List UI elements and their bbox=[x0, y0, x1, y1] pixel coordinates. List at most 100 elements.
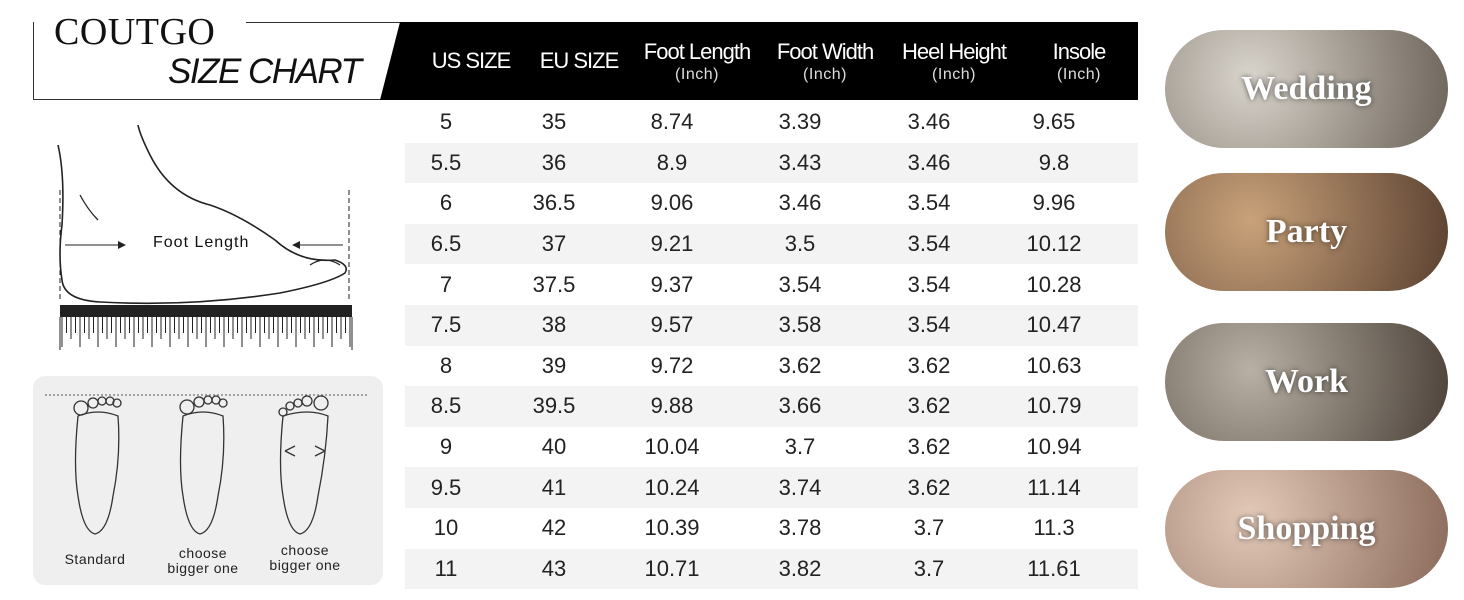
occasion-label: Work bbox=[1264, 363, 1349, 400]
table-cell: 3.7 bbox=[784, 434, 816, 460]
table-cell: 10.24 bbox=[644, 474, 700, 500]
column-header: US SIZE bbox=[431, 22, 512, 100]
column-title: US SIZE bbox=[431, 48, 512, 73]
table-cell: 35 bbox=[541, 109, 567, 135]
table-cell: 3.74 bbox=[778, 474, 822, 500]
table-cell: 3.62 bbox=[778, 352, 822, 378]
table-cell: 3.62 bbox=[907, 352, 951, 378]
size-table-body: 5 35 8.74 3.39 3.46 9.65 5.5 36 8.9 3.43 3.46 9.8 6 3… bbox=[405, 102, 1138, 590]
size-chart-title: SIZE CHART bbox=[168, 52, 362, 91]
occasion-party: Party bbox=[1165, 173, 1448, 291]
table-cell: 9.88 bbox=[650, 393, 694, 419]
column-unit: (Inch) bbox=[932, 65, 976, 83]
table-cell: 3.54 bbox=[907, 231, 951, 257]
table-cell: 9.65 bbox=[1032, 109, 1076, 135]
table-cell: 9.21 bbox=[650, 231, 694, 257]
table-cell: 3.54 bbox=[907, 190, 951, 216]
table-cell: 8 bbox=[439, 352, 453, 378]
table-cell: 3.66 bbox=[778, 393, 822, 419]
table-cell: 7 bbox=[439, 271, 453, 297]
column-header: Heel Height (Inch) bbox=[902, 22, 1007, 100]
column-title: Heel Height bbox=[902, 38, 1007, 64]
table-cell: 11.14 bbox=[1027, 474, 1081, 500]
table-header: US SIZE EU SIZE Foot Length (Inch) Foot Widt… bbox=[380, 22, 1138, 100]
foot-measure-diagram bbox=[57, 124, 353, 350]
table-row: 10 42 10.39 3.78 3.7 11.3 bbox=[405, 508, 1138, 549]
table-row: 6 36.5 9.06 3.46 3.54 9.96 bbox=[405, 183, 1138, 224]
table-cell: 3.58 bbox=[778, 312, 822, 338]
table-cell: 3.46 bbox=[778, 190, 822, 216]
fit-bigger-label-2: choose bigger one bbox=[269, 542, 341, 573]
table-cell: 9.5 bbox=[430, 474, 462, 500]
table-row: 9 40 10.04 3.7 3.62 10.94 bbox=[405, 427, 1138, 468]
table-cell: 10.39 bbox=[644, 515, 700, 541]
table-row: 8.5 39.5 9.88 3.66 3.62 10.79 bbox=[405, 386, 1138, 427]
table-cell: 9.96 bbox=[1032, 190, 1076, 216]
table-row: 7.5 38 9.57 3.58 3.54 10.47 bbox=[405, 304, 1138, 346]
column-header: Foot Width (Inch) bbox=[777, 22, 874, 100]
table-cell: 11 bbox=[434, 555, 458, 581]
table-cell: 10.94 bbox=[1026, 434, 1082, 460]
occasion-shopping: Shopping bbox=[1165, 470, 1448, 588]
brand-logo-box: COUTGO SIZE CHART bbox=[33, 10, 406, 100]
table-cell: 37 bbox=[541, 231, 567, 257]
table-row: 11 43 10.71 3.82 3.7 11.61 bbox=[405, 548, 1138, 590]
table-cell: 9.8 bbox=[1038, 149, 1070, 175]
column-header: Foot Length (Inch) bbox=[644, 22, 751, 100]
table-cell: 3.39 bbox=[778, 109, 822, 135]
table-cell: 41 bbox=[541, 474, 567, 500]
table-cell: 3.7 bbox=[913, 515, 945, 541]
table-cell: 6.5 bbox=[430, 231, 462, 257]
table-cell: 39 bbox=[541, 352, 567, 378]
table-cell: 5.5 bbox=[430, 149, 462, 175]
table-cell: 3.54 bbox=[778, 271, 822, 297]
table-row: 9.5 41 10.24 3.74 3.62 11.14 bbox=[405, 467, 1138, 508]
table-cell: 9 bbox=[439, 434, 453, 460]
table-cell: 8.74 bbox=[650, 109, 694, 135]
fit-guide-panel: Standard choose bigger one choose bigger… bbox=[33, 376, 383, 585]
table-row: 6.5 37 9.21 3.5 3.54 10.12 bbox=[405, 223, 1138, 265]
table-cell: 36 bbox=[541, 149, 567, 175]
table-cell: 9.72 bbox=[650, 352, 694, 378]
table-cell: 3.46 bbox=[907, 109, 951, 135]
table-row: 7 37.5 9.37 3.54 3.54 10.28 bbox=[405, 264, 1138, 305]
foot-outlines bbox=[45, 394, 368, 535]
column-title: Insole bbox=[1052, 38, 1107, 64]
table-cell: 8.5 bbox=[430, 393, 462, 419]
fit-standard-label: Standard bbox=[64, 551, 126, 567]
table-cell: 10.04 bbox=[644, 434, 700, 460]
table-cell: 8.9 bbox=[656, 149, 688, 175]
column-unit: (Inch) bbox=[675, 65, 719, 83]
table-cell: 5 bbox=[439, 109, 453, 135]
table-row: 8 39 9.72 3.62 3.62 10.63 bbox=[405, 346, 1138, 387]
occasion-label: Party bbox=[1265, 213, 1348, 250]
table-cell: 3.62 bbox=[907, 474, 951, 500]
table-cell: 3.62 bbox=[907, 393, 951, 419]
column-unit: (Inch) bbox=[1057, 65, 1101, 83]
table-cell: 10.12 bbox=[1026, 231, 1082, 257]
table-cell: 3.54 bbox=[907, 271, 951, 297]
table-cell: 10.63 bbox=[1026, 352, 1082, 378]
table-cell: 40 bbox=[541, 434, 567, 460]
table-cell: 7.5 bbox=[430, 312, 462, 338]
brand-name: COUTGO bbox=[50, 10, 220, 54]
table-cell: 36.5 bbox=[532, 190, 576, 216]
table-cell: 9.37 bbox=[650, 271, 694, 297]
table-cell: 11.61 bbox=[1027, 555, 1081, 581]
column-unit: (Inch) bbox=[803, 65, 847, 83]
column-header: EU SIZE bbox=[540, 22, 620, 100]
table-cell: 10.79 bbox=[1026, 393, 1082, 419]
table-cell: 3.54 bbox=[907, 312, 951, 338]
table-cell: 38 bbox=[541, 312, 567, 338]
table-cell: 3.82 bbox=[778, 555, 822, 581]
table-cell: 10.28 bbox=[1026, 271, 1082, 297]
table-cell: 6 bbox=[439, 190, 453, 216]
table-cell: 3.78 bbox=[778, 515, 822, 541]
fit-bigger-label-1: choose bigger one bbox=[167, 545, 239, 576]
column-header: Insole (Inch) bbox=[1052, 22, 1107, 100]
occasion-work: Work bbox=[1165, 323, 1448, 441]
table-cell: 37.5 bbox=[532, 271, 576, 297]
occasion-wedding: Wedding bbox=[1165, 30, 1448, 148]
table-cell: 10.47 bbox=[1026, 312, 1082, 338]
table-cell: 9.57 bbox=[650, 312, 694, 338]
